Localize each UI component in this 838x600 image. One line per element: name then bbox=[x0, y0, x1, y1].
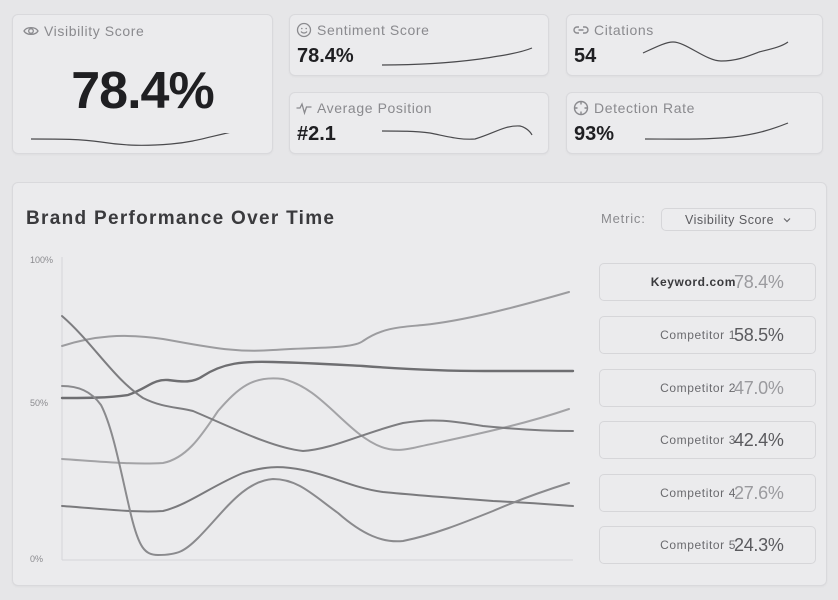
legend-item-competitor-2[interactable]: Competitor 2 47.0% bbox=[599, 369, 816, 407]
metric-label: Metric: bbox=[601, 211, 646, 226]
visibility-sparkline bbox=[31, 133, 230, 146]
detection-rate-value: 93% bbox=[574, 123, 615, 145]
visibility-score-label: Visibility Score bbox=[23, 23, 144, 39]
metric-selected-value: Visibility Score bbox=[684, 212, 775, 227]
line-chart: 100% 50% 0% bbox=[30, 255, 575, 564]
series-competitor-1 bbox=[60, 360, 575, 400]
detection-sparkline bbox=[644, 122, 789, 140]
series-competitor-5 bbox=[61, 385, 570, 557]
y-tick-0: 0% bbox=[30, 554, 43, 564]
citations-value: 54 bbox=[574, 45, 597, 67]
detection-rate-card: Detection Rate 93% bbox=[566, 92, 823, 154]
detection-rate-label: Detection Rate bbox=[573, 100, 695, 116]
pulse-icon bbox=[296, 102, 312, 116]
sentiment-sparkline bbox=[381, 47, 533, 66]
visibility-score-card: Visibility Score 78.4% bbox=[12, 14, 273, 154]
y-tick-100: 100% bbox=[30, 255, 53, 265]
position-sparkline bbox=[381, 125, 533, 140]
legend-item-competitor-1[interactable]: Competitor 1 58.5% bbox=[599, 316, 816, 354]
link-icon bbox=[573, 26, 589, 34]
series-keyword-com bbox=[61, 291, 570, 352]
average-position-value: #2.1 bbox=[297, 123, 336, 145]
chevron-down-icon bbox=[783, 217, 791, 222]
metric-dropdown[interactable]: Visibility Score bbox=[661, 208, 816, 231]
legend-item-competitor-3[interactable]: Competitor 3 42.4% bbox=[599, 421, 816, 459]
average-position-card: Average Position #2.1 bbox=[289, 92, 549, 154]
y-tick-50: 50% bbox=[30, 398, 48, 408]
citations-card: Citations 54 bbox=[566, 14, 823, 76]
brand-performance-panel: Brand Performance Over Time Metric: Visi… bbox=[12, 182, 827, 586]
sentiment-score-label: Sentiment Score bbox=[296, 22, 430, 38]
citations-label: Citations bbox=[573, 22, 654, 38]
eye-icon bbox=[23, 26, 39, 36]
legend-item-competitor-5[interactable]: Competitor 5 24.3% bbox=[599, 526, 816, 564]
visibility-score-value: 78.4% bbox=[71, 62, 214, 120]
legend-item-competitor-4[interactable]: Competitor 4 27.6% bbox=[599, 474, 816, 512]
chart-title: Brand Performance Over Time bbox=[26, 208, 336, 229]
sentiment-score-card: Sentiment Score 78.4% bbox=[289, 14, 549, 76]
smiley-icon bbox=[296, 22, 312, 38]
average-position-label: Average Position bbox=[296, 100, 432, 116]
legend-item-keyword-com[interactable]: Keyword.com 78.4% bbox=[599, 263, 816, 301]
crosshair-icon bbox=[573, 100, 589, 116]
sentiment-score-value: 78.4% bbox=[297, 45, 354, 67]
series-competitor-4 bbox=[61, 466, 574, 513]
series-competitor-3 bbox=[61, 315, 574, 453]
series-competitor-2 bbox=[61, 377, 570, 465]
citations-sparkline bbox=[642, 41, 789, 62]
